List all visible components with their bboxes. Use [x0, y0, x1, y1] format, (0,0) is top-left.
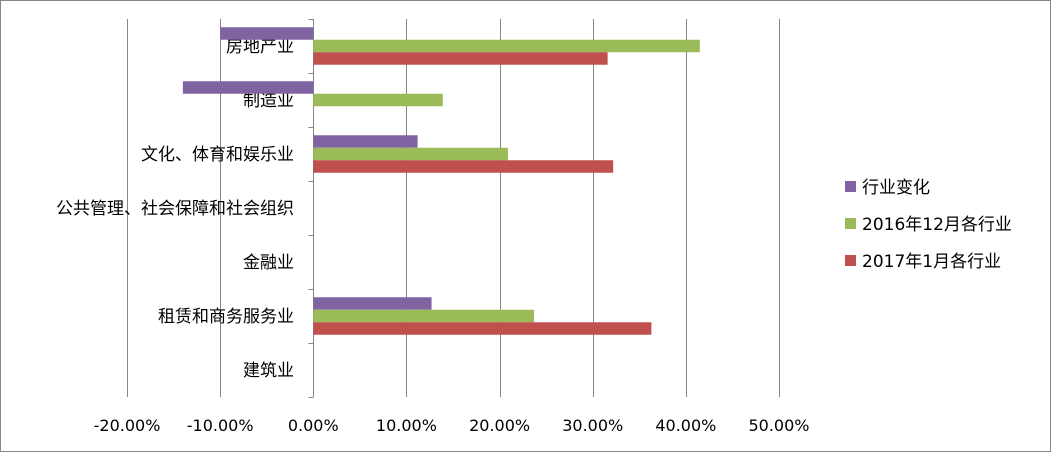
x-tick-label: 0.00%: [288, 416, 339, 435]
bar: [313, 160, 614, 173]
bar: [313, 52, 608, 65]
legend-swatch: [845, 255, 856, 266]
legend-label: 2016年12月各行业: [862, 215, 1012, 235]
category-label: 金融业: [243, 253, 294, 273]
category-label: 建筑业: [243, 361, 294, 381]
category-label: 租赁和商务服务业: [158, 307, 294, 327]
bar: [313, 135, 418, 148]
bar: [313, 322, 652, 335]
x-tick-label: -10.00%: [187, 416, 254, 435]
category-label: 公共管理、社会保障和社会组织: [56, 199, 294, 219]
bar: [182, 81, 314, 94]
bar: [313, 309, 535, 323]
bar: [313, 39, 700, 53]
bar: [313, 297, 432, 310]
x-tick-label: 30.00%: [562, 416, 623, 435]
x-tick-label: 20.00%: [469, 416, 530, 435]
category-label: 文化、体育和娱乐业: [141, 145, 294, 165]
x-tick-label: -20.00%: [94, 416, 161, 435]
bar: [313, 93, 443, 107]
category-label: 房地产业: [226, 37, 294, 57]
legend-label: 2017年1月各行业: [862, 252, 1001, 272]
legend-swatch: [845, 181, 856, 192]
category-label: 制造业: [243, 91, 294, 111]
bar: [220, 27, 314, 40]
x-tick-label: 10.00%: [376, 416, 437, 435]
x-tick-label: 40.00%: [655, 416, 716, 435]
legend-swatch: [845, 218, 856, 229]
bar: [313, 147, 508, 161]
legend-label: 行业变化: [862, 178, 930, 198]
x-tick-label: 50.00%: [748, 416, 809, 435]
